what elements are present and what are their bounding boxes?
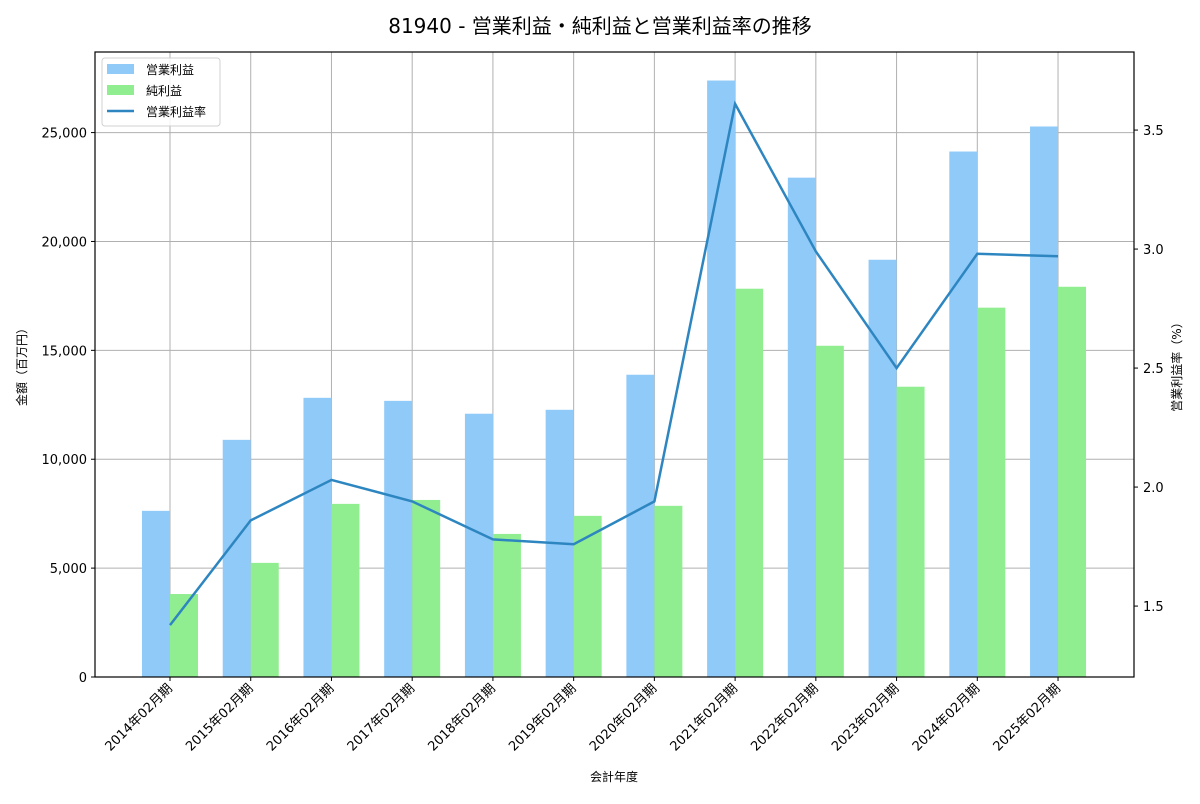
y2-tick-label: 3.0 <box>1143 243 1164 258</box>
x-tick-label: 2019年02月期 <box>506 681 579 754</box>
y-tick-label: 20,000 <box>42 235 88 250</box>
bar-series <box>142 80 1087 678</box>
legend-label-operating-profit: 営業利益 <box>146 63 194 77</box>
bar-operating-profit <box>142 510 170 677</box>
bar-net-profit <box>977 307 1006 677</box>
bar-net-profit <box>250 562 279 677</box>
x-axis-ticks: 2014年02月期 2015年02月期 2016年02月期 2017年02月期 2018… <box>103 677 1064 755</box>
x-tick-label: 2022年02月期 <box>748 681 821 754</box>
y-tick-label: 0 <box>79 671 87 686</box>
plot-frame <box>94 51 1135 678</box>
x-tick-label: 2023年02月期 <box>829 681 902 754</box>
y-tick-label: 15,000 <box>42 344 88 359</box>
left-axis-ticks: 0 5,000 10,000 15,000 20,000 25,000 <box>42 127 95 686</box>
bar-operating-profit <box>707 80 736 677</box>
x-tick-label: 2020年02月期 <box>587 681 660 754</box>
y2-axis-label: 営業利益率（%） <box>1169 316 1184 411</box>
bar-net-profit <box>815 345 844 677</box>
bar-operating-profit <box>1030 126 1059 677</box>
y-tick-label: 25,000 <box>42 127 88 142</box>
legend-swatch-net-profit <box>107 85 134 95</box>
bar-net-profit <box>896 386 925 677</box>
y2-tick-label: 3.5 <box>1143 124 1164 139</box>
legend-box <box>101 57 221 127</box>
bar-operating-profit <box>626 374 655 677</box>
bar-operating-profit <box>868 259 897 677</box>
legend: 営業利益 純利益 営業利益率 <box>101 57 221 127</box>
bar-operating-profit <box>303 397 332 677</box>
y-axis-label: 金額（百万円） <box>14 322 29 406</box>
x-tick-label: 2018年02月期 <box>425 681 498 754</box>
bar-net-profit <box>412 499 441 677</box>
bar-operating-profit <box>787 177 816 677</box>
bar-operating-profit <box>949 151 978 678</box>
line-series <box>169 100 1059 626</box>
y-tick-label: 10,000 <box>42 453 88 468</box>
x-tick-label: 2024年02月期 <box>910 681 983 754</box>
legend-label-operating-margin: 営業利益率 <box>146 104 206 119</box>
bar-operating-profit <box>464 413 493 677</box>
y2-tick-label: 2.0 <box>1143 481 1164 496</box>
y2-tick-label: 2.5 <box>1143 362 1164 377</box>
x-tick-label: 2025年02月期 <box>991 681 1064 754</box>
y2-tick-label: 1.5 <box>1143 600 1164 615</box>
bar-net-profit <box>735 288 764 677</box>
bar-operating-profit <box>222 439 251 677</box>
legend-swatch-operating-profit <box>107 64 134 74</box>
x-tick-label: 2015年02月期 <box>183 681 256 754</box>
x-tick-label: 2021年02月期 <box>668 681 741 754</box>
line-operating-margin <box>169 100 1059 626</box>
x-axis-label: 会計年度 <box>590 769 638 784</box>
bar-net-profit <box>654 505 683 677</box>
bar-net-profit <box>1058 286 1087 677</box>
x-tick-label: 2017年02月期 <box>345 681 418 754</box>
right-axis-ticks: 1.5 2.0 2.5 3.0 3.5 <box>1134 124 1164 615</box>
y-tick-label: 5,000 <box>50 562 87 577</box>
x-tick-label: 2016年02月期 <box>264 681 337 754</box>
legend-label-net-profit: 純利益 <box>146 84 182 98</box>
bar-operating-profit <box>384 400 413 677</box>
bar-net-profit <box>573 515 602 677</box>
x-tick-label: 2014年02月期 <box>103 681 176 754</box>
bar-net-profit <box>492 533 521 677</box>
bar-net-profit <box>331 503 360 677</box>
chart-title: 81940 - 営業利益・純利益と営業利益率の推移 <box>388 14 812 38</box>
